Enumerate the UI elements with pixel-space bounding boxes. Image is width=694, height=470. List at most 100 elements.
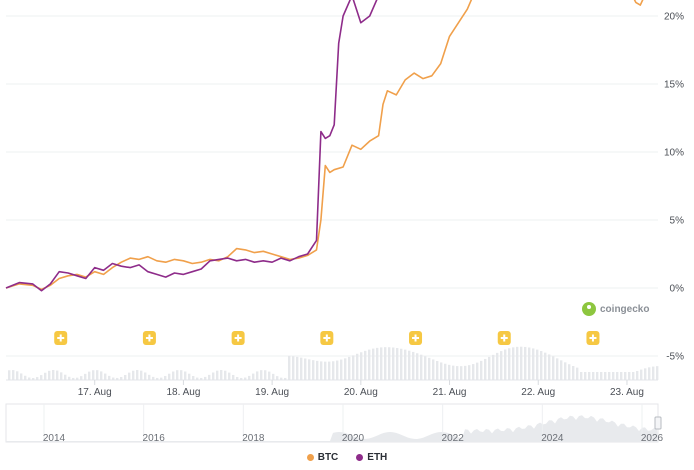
series-line-eth[interactable] [5,0,658,292]
volume-bar [88,371,91,380]
volume-bar [504,349,507,380]
volume-bar [500,351,503,380]
volume-bar [636,371,639,380]
volume-bar [12,370,15,380]
event-marker[interactable] [54,331,68,345]
volume-bar [252,373,255,380]
legend-label-eth: ETH [367,452,388,463]
volume-bar [196,377,199,380]
volume-bar [212,372,215,380]
volume-bar [112,377,115,380]
volume-bar [464,365,467,380]
volume-bar [136,370,139,380]
volume-bar [492,354,495,380]
volume-bar [424,356,427,380]
volume-bar [484,358,487,380]
volume-bar [68,376,71,380]
event-marker[interactable] [142,331,156,345]
plus-badge-bar-v [325,334,328,342]
volume-bar [456,366,459,380]
x-tick-label: 17. Aug [78,387,112,398]
volume-bar [36,377,39,380]
volume-bar [116,377,119,380]
legend: BTC ETH [0,452,694,463]
volume-bar [420,354,423,380]
volume-bar [396,348,399,380]
volume-bar [320,361,323,380]
volume-bar [44,372,47,380]
y-tick-label: 5% [670,216,685,227]
event-marker[interactable] [497,331,511,345]
volume-bar [360,352,363,380]
volume-bar [372,348,375,380]
volume-bar [340,359,343,380]
volume-bar [124,374,127,380]
coingecko-logo-icon [582,302,596,316]
volume-bar [348,356,351,380]
volume-bar [516,346,519,380]
volume-bar [172,371,175,380]
legend-item-eth[interactable]: ETH [356,452,387,463]
event-marker[interactable] [231,331,245,345]
volume-bar [220,370,223,380]
volume-bar [312,360,315,380]
volume-bar [108,375,111,380]
navigator-tick-label: 2022 [442,433,465,444]
volume-bar [616,372,619,380]
volume-bar [200,377,203,380]
volume-bar [364,350,367,380]
volume-bar [520,346,523,380]
volume-bar [332,361,335,380]
volume-bar [576,367,579,380]
volume-bar [392,347,395,380]
volume-bar [64,374,67,380]
volume-bar [344,358,347,380]
navigator-tick-label: 2020 [342,433,365,444]
volume-bar [640,369,643,380]
volume-bar [404,349,407,380]
volume-bar [144,372,147,380]
volume-bars [8,346,659,380]
volume-bar [536,349,539,380]
volume-bar [508,348,511,380]
volume-bar [428,357,431,380]
y-tick-label: -5% [666,352,684,363]
legend-item-btc[interactable]: BTC [306,452,338,463]
volume-bar [580,372,583,380]
y-tick-label: 15% [664,80,684,91]
event-marker[interactable] [320,331,334,345]
x-tick-label: 23. Aug [610,387,644,398]
series-line-btc[interactable] [5,0,658,291]
volume-bar [224,370,227,380]
series-lines [5,0,658,292]
event-marker[interactable] [586,331,600,345]
volume-bar [164,376,167,380]
volume-bar [72,377,75,380]
volume-bar [592,372,595,380]
volume-bar [296,356,299,380]
volume-bar [100,371,103,380]
legend-dot-btc [306,454,314,461]
volume-bar [384,347,387,380]
volume-bar [528,347,531,380]
volume-bar [32,377,35,380]
volume-bar [432,359,435,380]
volume-bar [264,370,267,380]
volume-bar [180,370,183,380]
volume-bar [156,377,159,380]
volume-bar [552,356,555,380]
volume-bar [308,359,311,380]
navigator-tick-label: 2016 [143,433,166,444]
volume-bar [148,374,151,380]
event-marker[interactable] [409,331,423,345]
volume-bar [620,372,623,380]
navigator-handle[interactable] [654,416,662,430]
volume-bar [328,361,331,380]
range-navigator[interactable]: 2014 2016 2018 2020 2022 2024 2026 [5,403,664,444]
volume-bar [216,370,219,380]
volume-bar [120,377,123,380]
volume-bar [208,374,211,380]
volume-bar [472,364,475,380]
volume-bar [532,348,535,380]
volume-bar [604,372,607,380]
